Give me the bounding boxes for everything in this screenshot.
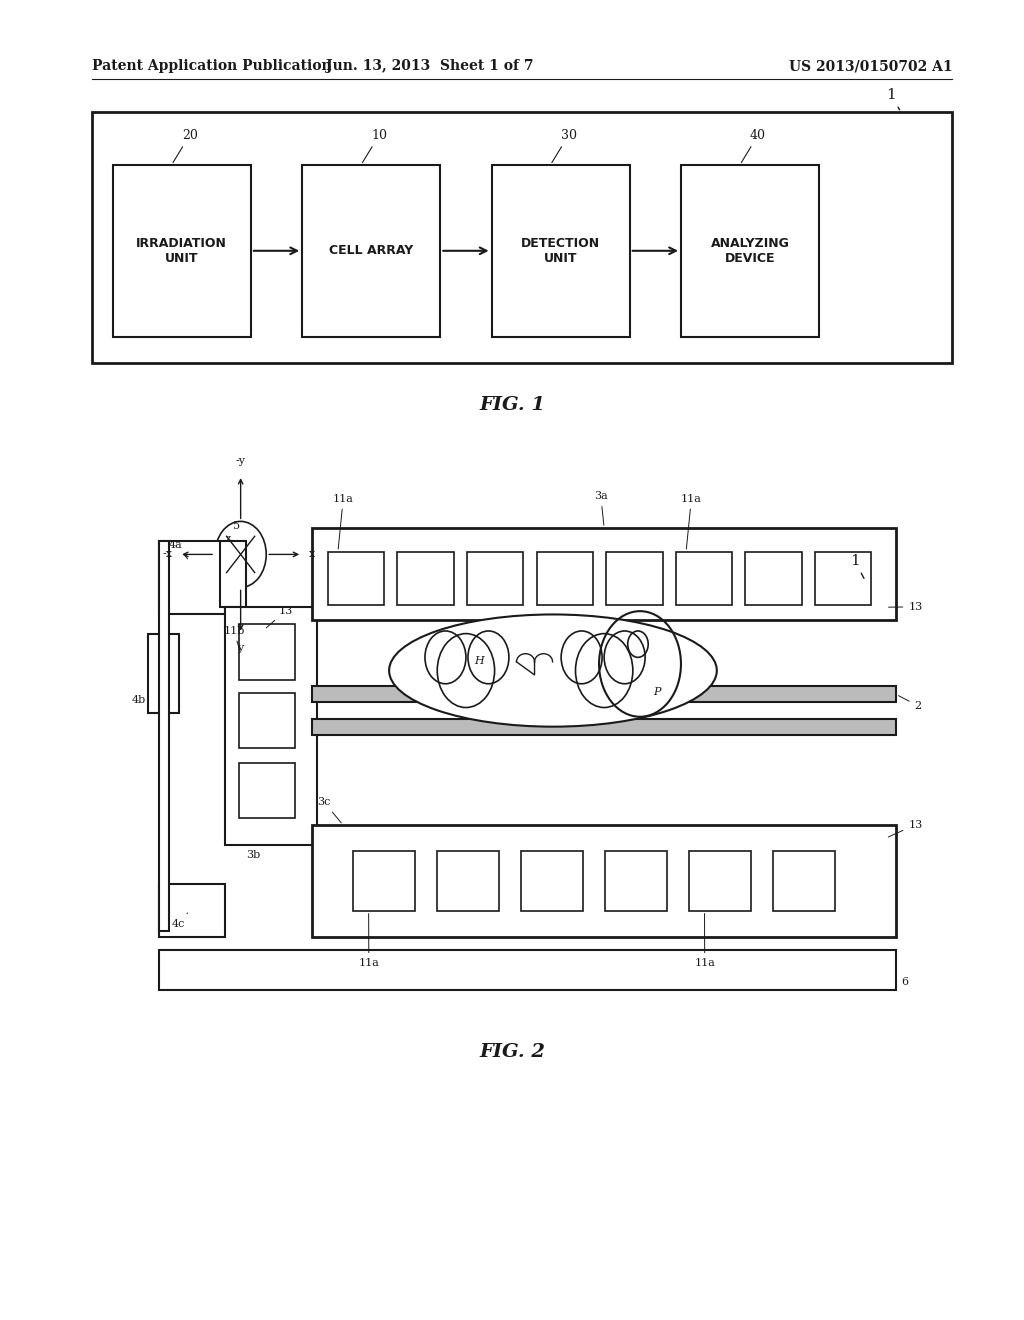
Text: Patent Application Publication: Patent Application Publication [92,59,332,74]
Text: 3b: 3b [246,845,260,861]
Text: FIG. 2: FIG. 2 [479,1043,545,1061]
Bar [159,950,896,990]
Text: 1: 1 [850,554,864,578]
Text: ANALYZING
DEVICE: ANALYZING DEVICE [711,236,790,265]
Bar [676,552,732,605]
Text: Jun. 13, 2013  Sheet 1 of 7: Jun. 13, 2013 Sheet 1 of 7 [327,59,534,74]
Text: 4a: 4a [169,540,187,558]
Text: 13: 13 [888,820,923,837]
Bar [148,634,179,713]
Bar [220,541,246,607]
Text: 4b: 4b [132,694,146,705]
Bar [773,851,835,911]
Bar [312,686,896,702]
Bar [467,552,523,605]
Text: -y: -y [236,455,246,466]
Text: IRRADIATION
UNIT: IRRADIATION UNIT [136,236,227,265]
Bar [159,541,225,614]
Text: 11a: 11a [694,913,715,969]
Text: y: y [238,643,244,653]
Text: 13: 13 [266,606,293,628]
Text: DETECTION
UNIT: DETECTION UNIT [521,236,600,265]
Bar [397,552,454,605]
Text: 1: 1 [886,88,900,110]
Text: 30: 30 [552,128,577,162]
Bar [312,719,896,735]
Bar [437,851,499,911]
Text: 11a: 11a [681,494,701,549]
Bar [745,552,802,605]
Text: H: H [474,656,484,667]
Bar [353,851,415,911]
Text: -x: -x [162,549,172,560]
Text: P: P [653,686,662,697]
Bar [521,851,583,911]
Bar [113,165,251,337]
Text: 11a: 11a [358,913,379,969]
Bar [159,541,169,931]
Bar [815,552,871,605]
Bar [312,825,896,937]
Text: FIG. 1: FIG. 1 [479,396,545,414]
Bar [92,112,952,363]
Text: 10: 10 [362,128,387,162]
Bar [302,165,440,337]
Text: 2: 2 [898,696,922,711]
Text: US 2013/0150702 A1: US 2013/0150702 A1 [788,59,952,74]
Bar [239,693,295,748]
Text: 13: 13 [889,602,923,612]
Bar [312,528,896,620]
Text: 20: 20 [173,128,198,162]
Bar [606,552,663,605]
Text: 40: 40 [741,128,766,162]
Text: x: x [309,549,315,560]
Bar [681,165,819,337]
Text: 3a: 3a [594,491,607,525]
Bar [689,851,751,911]
Text: 11a: 11a [333,494,353,549]
Text: 11b: 11b [223,626,245,651]
Text: CELL ARRAY: CELL ARRAY [329,244,414,257]
Bar [492,165,630,337]
Bar [239,763,295,818]
Bar [159,884,225,937]
Bar [328,552,384,605]
Bar [225,607,317,845]
Text: 6: 6 [901,977,908,987]
Text: z: z [225,535,231,543]
Bar [239,624,295,680]
Bar [605,851,667,911]
Text: 3c: 3c [317,797,341,822]
Text: 5: 5 [233,520,241,531]
Ellipse shape [389,615,717,726]
Text: 4c: 4c [172,913,187,929]
Bar [537,552,593,605]
